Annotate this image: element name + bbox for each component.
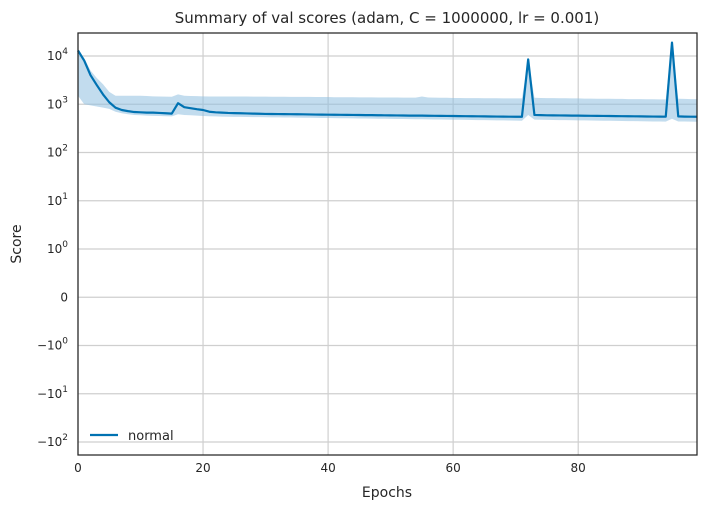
series-band-normal bbox=[78, 42, 697, 122]
y-tick-label-7: −101 bbox=[37, 385, 68, 401]
x-tick-label-20: 20 bbox=[195, 461, 210, 475]
grid bbox=[77, 33, 697, 455]
x-tick-label-0: 0 bbox=[74, 461, 82, 475]
series-line-layer bbox=[77, 41, 698, 118]
chart-title: Summary of val scores (adam, C = 1000000… bbox=[175, 9, 599, 27]
series-line-normal bbox=[77, 41, 698, 118]
y-tick-label-8: −102 bbox=[37, 433, 68, 449]
y-tick-label-1: 103 bbox=[47, 95, 68, 111]
plot-frame bbox=[77, 32, 698, 456]
x-tick-label-80: 80 bbox=[571, 461, 586, 475]
x-tick-label-40: 40 bbox=[320, 461, 335, 475]
y-tick-label-5: 0 bbox=[60, 290, 68, 304]
y-axis-label: Score bbox=[9, 224, 25, 263]
y-tick-label-4: 100 bbox=[47, 240, 68, 256]
x-tick-labels: 0 20 40 60 80 bbox=[74, 461, 586, 475]
y-tick-label-0: 104 bbox=[47, 47, 68, 63]
x-tick-label-60: 60 bbox=[446, 461, 461, 475]
y-tick-label-2: 102 bbox=[47, 144, 68, 160]
legend: normal bbox=[90, 429, 174, 444]
y-tick-label-3: 101 bbox=[47, 192, 68, 208]
y-tick-label-6: −100 bbox=[37, 337, 68, 353]
y-tick-labels: 104 103 102 101 100 0 −100 −101 −102 bbox=[37, 47, 68, 449]
confidence-band bbox=[78, 42, 697, 122]
legend-label-normal: normal bbox=[128, 429, 174, 444]
x-axis-label: Epochs bbox=[362, 485, 412, 501]
